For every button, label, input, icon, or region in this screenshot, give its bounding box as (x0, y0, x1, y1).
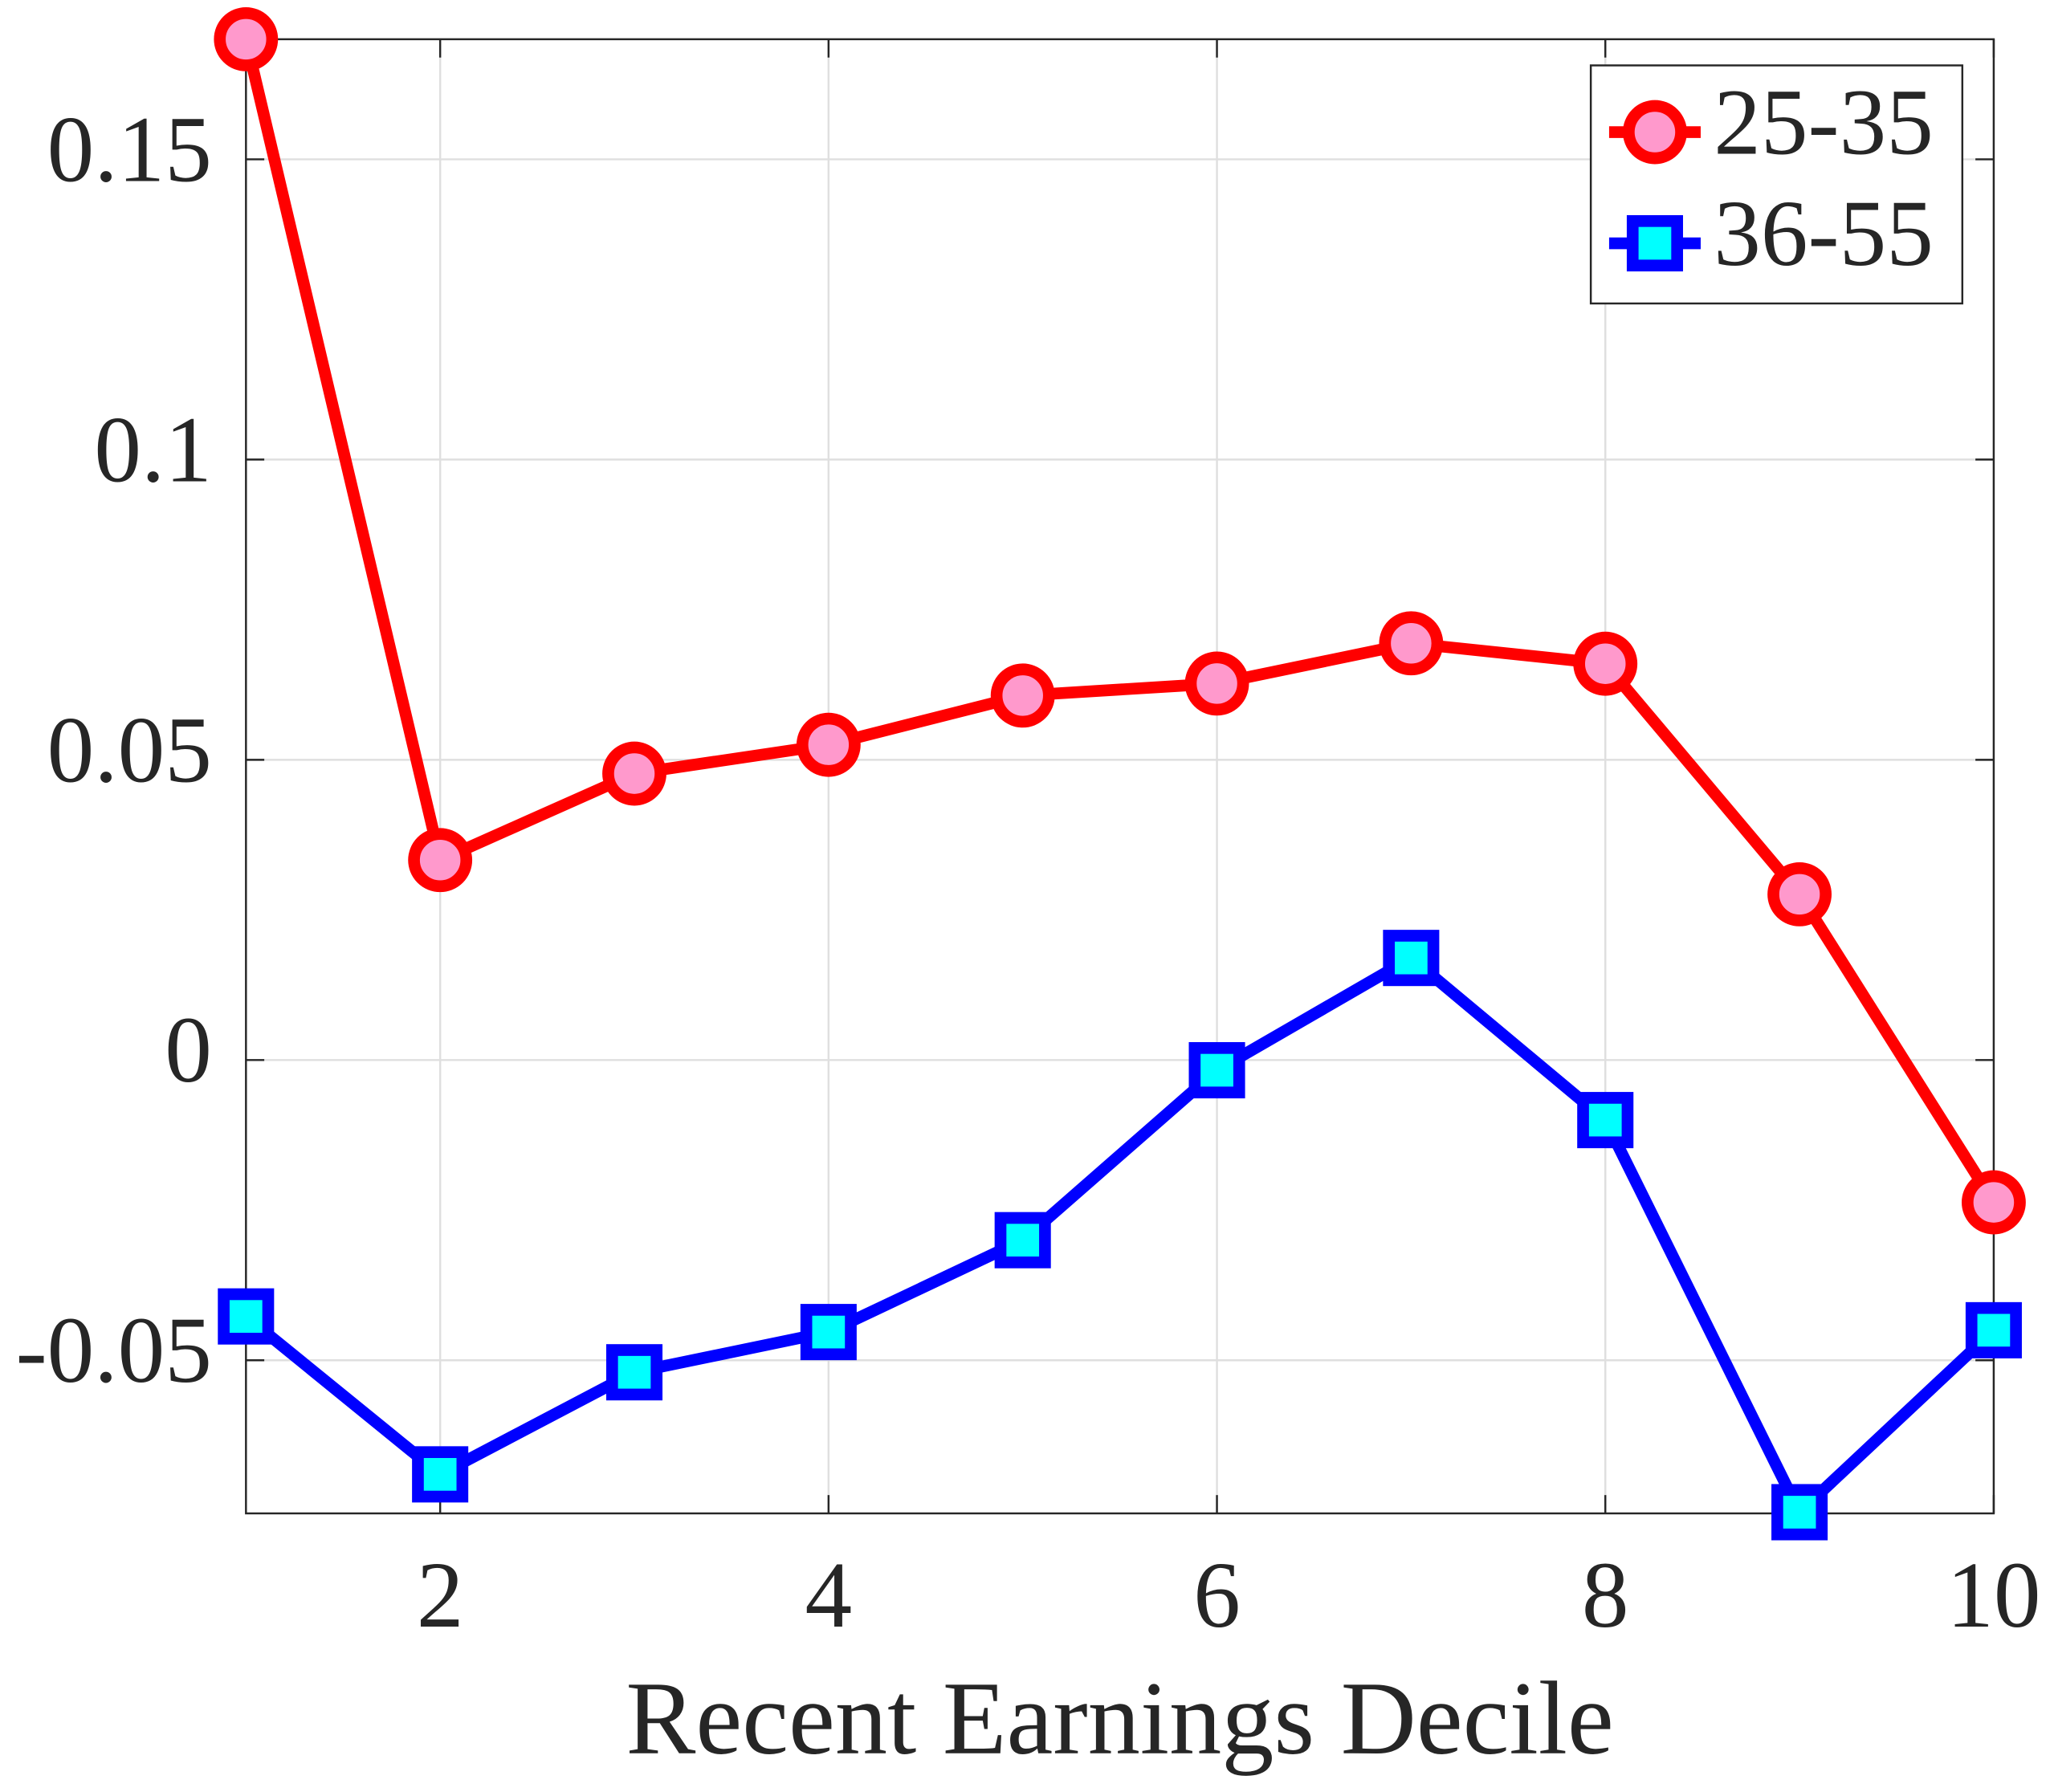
data-point (990, 663, 1055, 728)
data-point (1767, 861, 1832, 927)
data-point (214, 6, 279, 71)
data-point (1771, 1484, 1828, 1541)
data-point (1577, 1092, 1634, 1149)
legend-marker (1626, 215, 1683, 272)
data-point (1188, 1041, 1245, 1099)
x-tick-label: 4 (805, 1543, 853, 1647)
axes-box (245, 38, 1995, 1515)
data-point (602, 741, 666, 806)
y-tick-label: 0 (165, 998, 212, 1102)
legend-marker (1623, 100, 1687, 165)
x-axis-label: Recent Earnings Decile (626, 1661, 1613, 1777)
data-point (800, 1304, 857, 1361)
data-point (1383, 930, 1440, 987)
x-tick-label: 6 (1193, 1543, 1241, 1647)
y-tick-label: 0.15 (47, 97, 212, 202)
data-point (796, 712, 861, 777)
data-point (1965, 1301, 2022, 1358)
data-point (1379, 611, 1444, 676)
data-point (218, 1288, 275, 1345)
x-tick-label: 8 (1582, 1543, 1629, 1647)
data-point (412, 1446, 469, 1503)
data-point (1962, 1170, 2026, 1235)
legend-label: 36-55 (1714, 181, 1934, 286)
series-line (242, 951, 1998, 1518)
y-tick-label: -0.05 (16, 1298, 212, 1403)
legend-label: 25-35 (1714, 70, 1934, 174)
data-point (408, 828, 473, 893)
y-tick-label: 0.05 (47, 698, 212, 802)
x-tick-label: 10 (1946, 1543, 2040, 1647)
data-point (1573, 631, 1638, 696)
series-line (240, 38, 1999, 1206)
y-tick-label: 0.1 (94, 397, 212, 502)
data-point (605, 1344, 663, 1401)
data-point (1184, 651, 1249, 716)
data-point (994, 1212, 1051, 1269)
x-tick-label: 2 (417, 1543, 464, 1647)
